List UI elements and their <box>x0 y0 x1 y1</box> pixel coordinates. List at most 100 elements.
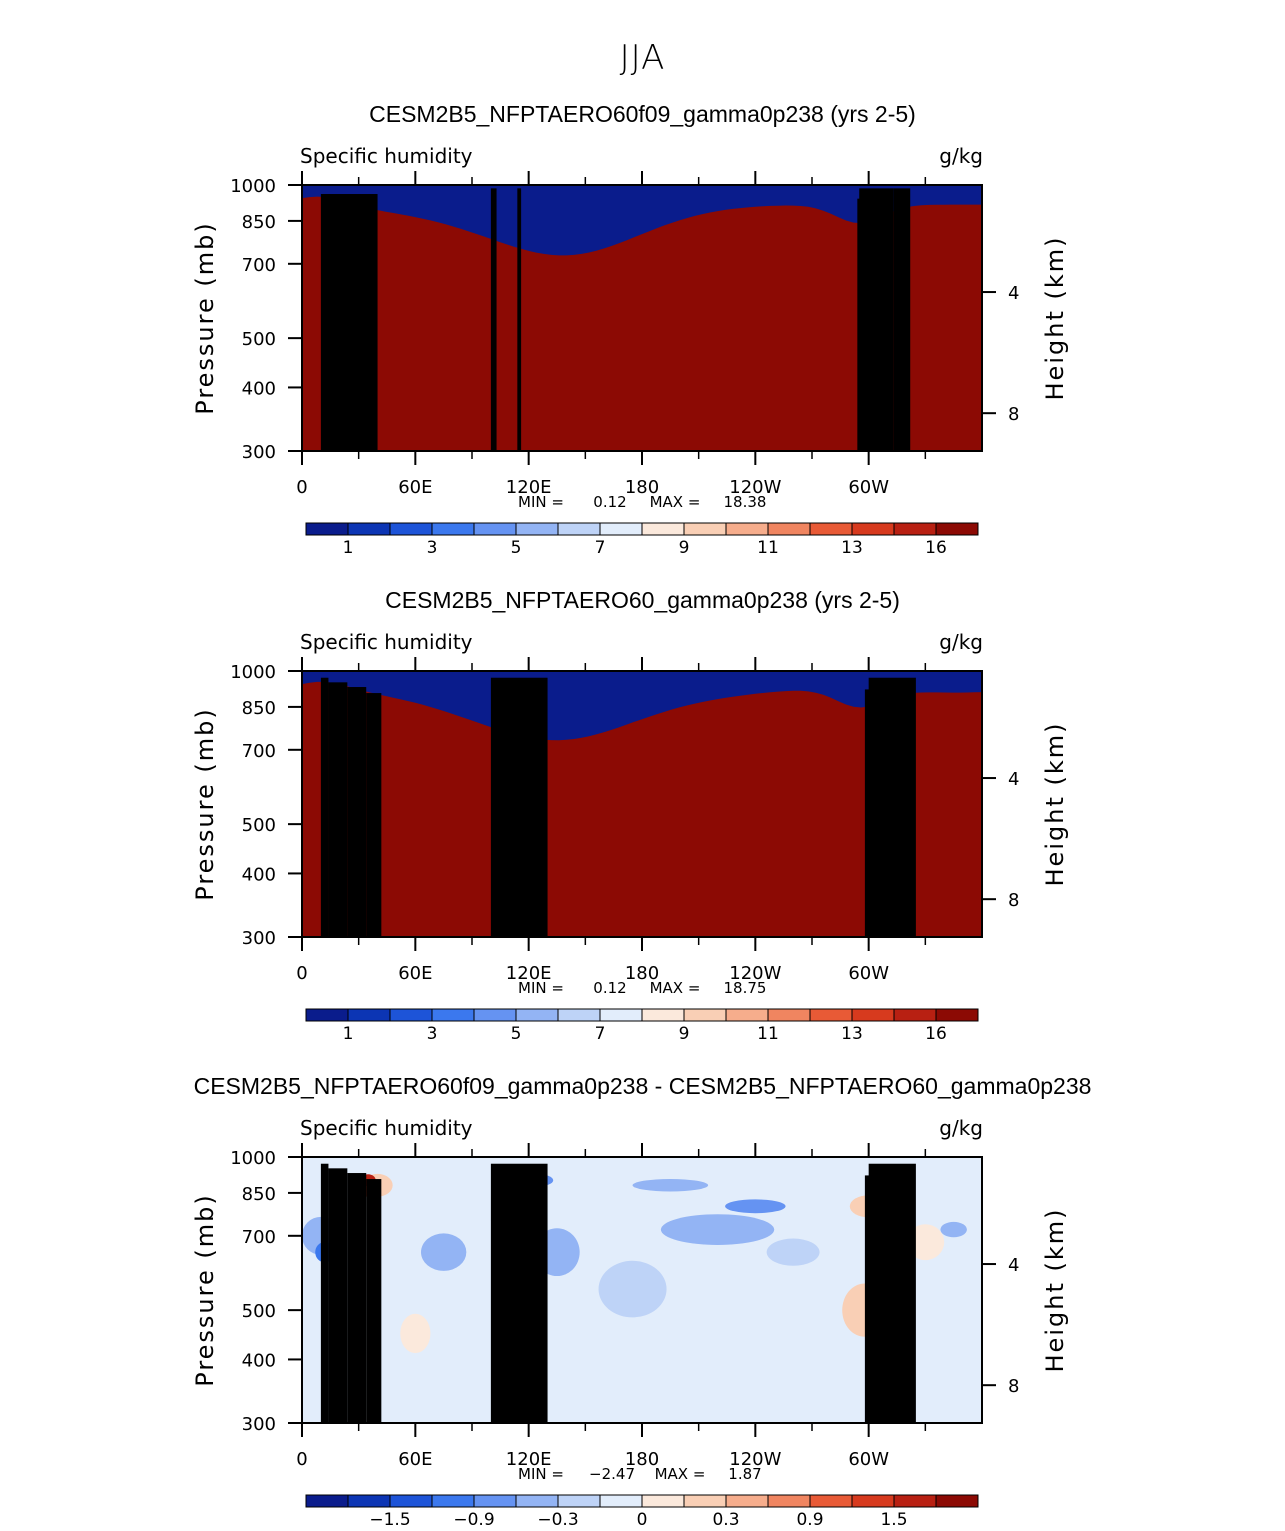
colorbar-swatch <box>431 1494 475 1508</box>
contour-blob <box>421 1233 467 1271</box>
x-tick-label: 60E <box>398 477 432 498</box>
terrain-block <box>366 693 382 937</box>
colorbar-label: 9 <box>679 538 690 558</box>
terrain-block <box>868 1163 916 1423</box>
colorbar-swatch <box>851 1494 895 1508</box>
y2-tick-label: 8 <box>1008 1376 1019 1397</box>
colorbar-swatch <box>515 1494 559 1508</box>
colorbar-label: 5 <box>511 538 522 558</box>
contour-blob <box>940 1221 967 1238</box>
x-tick-label: 120E <box>506 477 552 498</box>
colorbar-label: 16 <box>925 1024 947 1044</box>
x-tick-label: 120W <box>729 963 781 984</box>
panel-3-colorbar: −1.5 −0.9 −0.3 0 0.3 0.9 1.5 <box>305 1494 979 1530</box>
colorbar-swatch <box>809 522 853 536</box>
y-tick-label: 400 <box>242 1350 276 1371</box>
terrain-block <box>320 677 329 937</box>
panel-1-variable-label: Specific humidity <box>300 144 473 168</box>
colorbar-label: 9 <box>679 1024 690 1044</box>
colorbar-swatch <box>515 522 559 536</box>
colorbar-swatch <box>305 1494 349 1508</box>
panel-1-title: CESM2B5_NFPTAERO60f09_gamma0p238 (yrs 2-… <box>369 101 916 127</box>
panel-3-terrain <box>320 1163 916 1423</box>
x-tick-label: 180 <box>625 477 659 498</box>
colorbar-swatch <box>683 522 727 536</box>
colorbar-swatch <box>305 522 349 536</box>
contour-level <box>302 681 982 937</box>
colorbar-swatch <box>431 522 475 536</box>
terrain-block <box>893 188 911 451</box>
y2-tick-label: 4 <box>1008 1255 1019 1276</box>
panel-1-min-value: 0.12 <box>593 493 626 511</box>
colorbar-swatch <box>935 1494 979 1508</box>
colorbar-label: 1 <box>343 1024 354 1044</box>
terrain-block <box>347 687 367 937</box>
terrain-block <box>490 188 497 451</box>
panel-3-units-label: g/kg <box>939 1116 983 1140</box>
y-tick-label: 1000 <box>230 662 276 683</box>
figure-title: JJA <box>619 38 666 78</box>
panel-3-variable-label: Specific humidity <box>300 1116 473 1140</box>
colorbar-label: 7 <box>595 538 606 558</box>
y-tick-label: 400 <box>242 864 276 885</box>
y-tick-label: 1000 <box>230 1148 276 1169</box>
colorbar-label: 13 <box>841 538 863 558</box>
panel-2-min-label: MIN = <box>518 979 564 997</box>
x-tick-label: 60W <box>848 1449 889 1470</box>
panel-3-min-value: −2.47 <box>589 1465 635 1483</box>
colorbar-label: 0 <box>637 1510 648 1530</box>
colorbar-swatch <box>599 522 643 536</box>
colorbar-swatch <box>935 1008 979 1022</box>
colorbar-swatch <box>809 1008 853 1022</box>
y-tick-label: 1000 <box>230 176 276 197</box>
colorbar-label: 3 <box>427 538 438 558</box>
colorbar-swatch <box>347 1008 391 1022</box>
colorbar-label: −0.9 <box>453 1510 494 1530</box>
colorbar-label: −1.5 <box>369 1510 410 1530</box>
colorbar-swatch <box>305 1008 349 1022</box>
colorbar-swatch <box>683 1494 727 1508</box>
colorbar-swatch <box>725 1494 769 1508</box>
x-tick-label: 60E <box>398 963 432 984</box>
colorbar-swatch <box>767 1008 811 1022</box>
x-tick-label: 120W <box>729 477 781 498</box>
panel-2-max-value: 18.75 <box>724 979 767 997</box>
colorbar-swatch <box>809 1494 853 1508</box>
x-tick-label: 120E <box>506 963 552 984</box>
x-tick-label: 180 <box>625 963 659 984</box>
y-tick-label: 300 <box>242 928 276 949</box>
colorbar-swatch <box>851 522 895 536</box>
x-tick-label: 60E <box>398 1449 432 1470</box>
colorbar-swatch <box>557 1494 601 1508</box>
colorbar-swatch <box>473 1008 517 1022</box>
panel-3-axes: 300 400 500 700 850 1000 8 4 0 60E 120E 180 120W 60W <box>230 1143 1019 1470</box>
contour-blob <box>632 1178 709 1192</box>
colorbar-label: 3 <box>427 1024 438 1044</box>
colorbar-label: 11 <box>757 1024 779 1044</box>
y2-tick-label: 4 <box>1008 769 1019 790</box>
panel-1-units-label: g/kg <box>939 144 983 168</box>
x-tick-label: 120E <box>506 1449 552 1470</box>
panel-1-max-label: MAX = <box>650 493 701 511</box>
panel-1-min-label: MIN = <box>518 493 564 511</box>
colorbar-swatch <box>473 522 517 536</box>
colorbar-label: 5 <box>511 1024 522 1044</box>
panel-2-terrain <box>320 677 916 937</box>
colorbar-swatch <box>725 1008 769 1022</box>
panel-2-min-value: 0.12 <box>593 979 626 997</box>
colorbar-swatch <box>389 1494 433 1508</box>
colorbar-swatch <box>935 522 979 536</box>
y-tick-label: 700 <box>242 255 276 276</box>
contour-blob <box>725 1199 786 1214</box>
contour-blob <box>660 1214 775 1245</box>
terrain-block <box>320 194 331 451</box>
terrain-block <box>859 188 894 451</box>
panel-1-chart: Specific humidity g/kg 30040050070085010… <box>191 144 1069 558</box>
panel-3-title: CESM2B5_NFPTAERO60f09_gamma0p238 - CESM2… <box>193 1073 1092 1099</box>
colorbar-label: 0.3 <box>712 1510 739 1530</box>
colorbar-swatch <box>557 522 601 536</box>
x-tick-label: 60W <box>848 477 889 498</box>
panel-3-y2-axis-label: Height (km) <box>1041 1208 1069 1373</box>
y-tick-label: 300 <box>242 442 276 463</box>
colorbar-swatch <box>893 1008 937 1022</box>
